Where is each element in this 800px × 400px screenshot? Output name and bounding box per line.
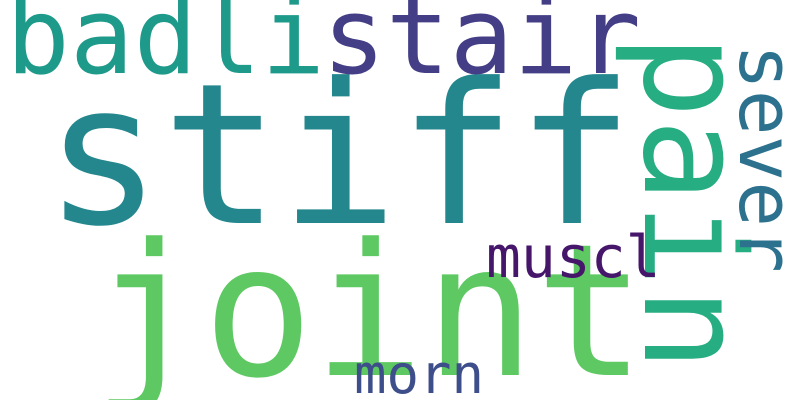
word-badli: badli: [6, 0, 326, 98]
word-morn: morn: [354, 343, 485, 400]
word-sever: sever: [722, 44, 800, 273]
word-joint: joint: [92, 205, 646, 400]
word-muscl: muscl: [486, 223, 661, 291]
word-stair: stair: [322, 0, 642, 98]
word-stiff: stiff: [44, 42, 635, 270]
